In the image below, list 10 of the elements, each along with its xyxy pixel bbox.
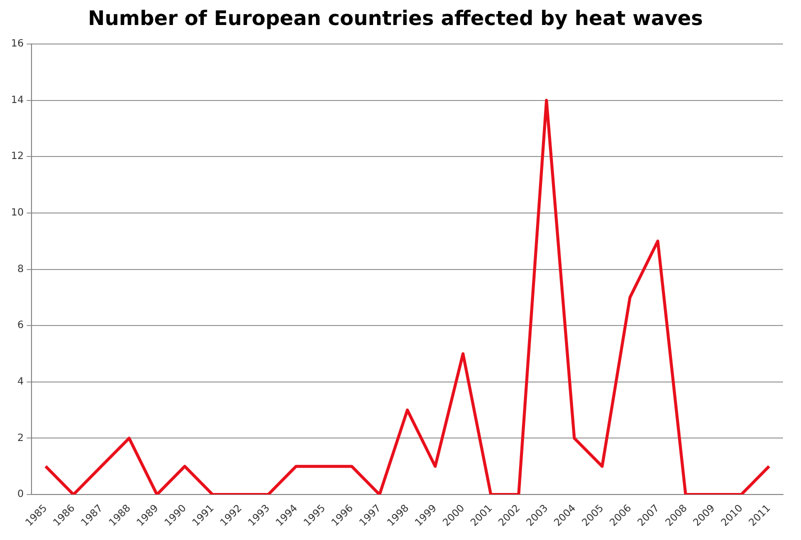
- y-tick-label: 6: [17, 320, 24, 332]
- y-tick-label: 2: [17, 432, 24, 444]
- y-tick-label: 8: [17, 264, 24, 275]
- y-tick-label: 0: [17, 489, 24, 500]
- y-tick-label: 10: [10, 208, 24, 219]
- y-tick-label: 4: [17, 376, 24, 388]
- y-tick-label: 14: [10, 94, 24, 106]
- y-tick-label: 12: [10, 151, 24, 162]
- chart-title: Number of European countries affected by heat waves: [88, 6, 703, 30]
- y-tick-label: 16: [10, 38, 24, 50]
